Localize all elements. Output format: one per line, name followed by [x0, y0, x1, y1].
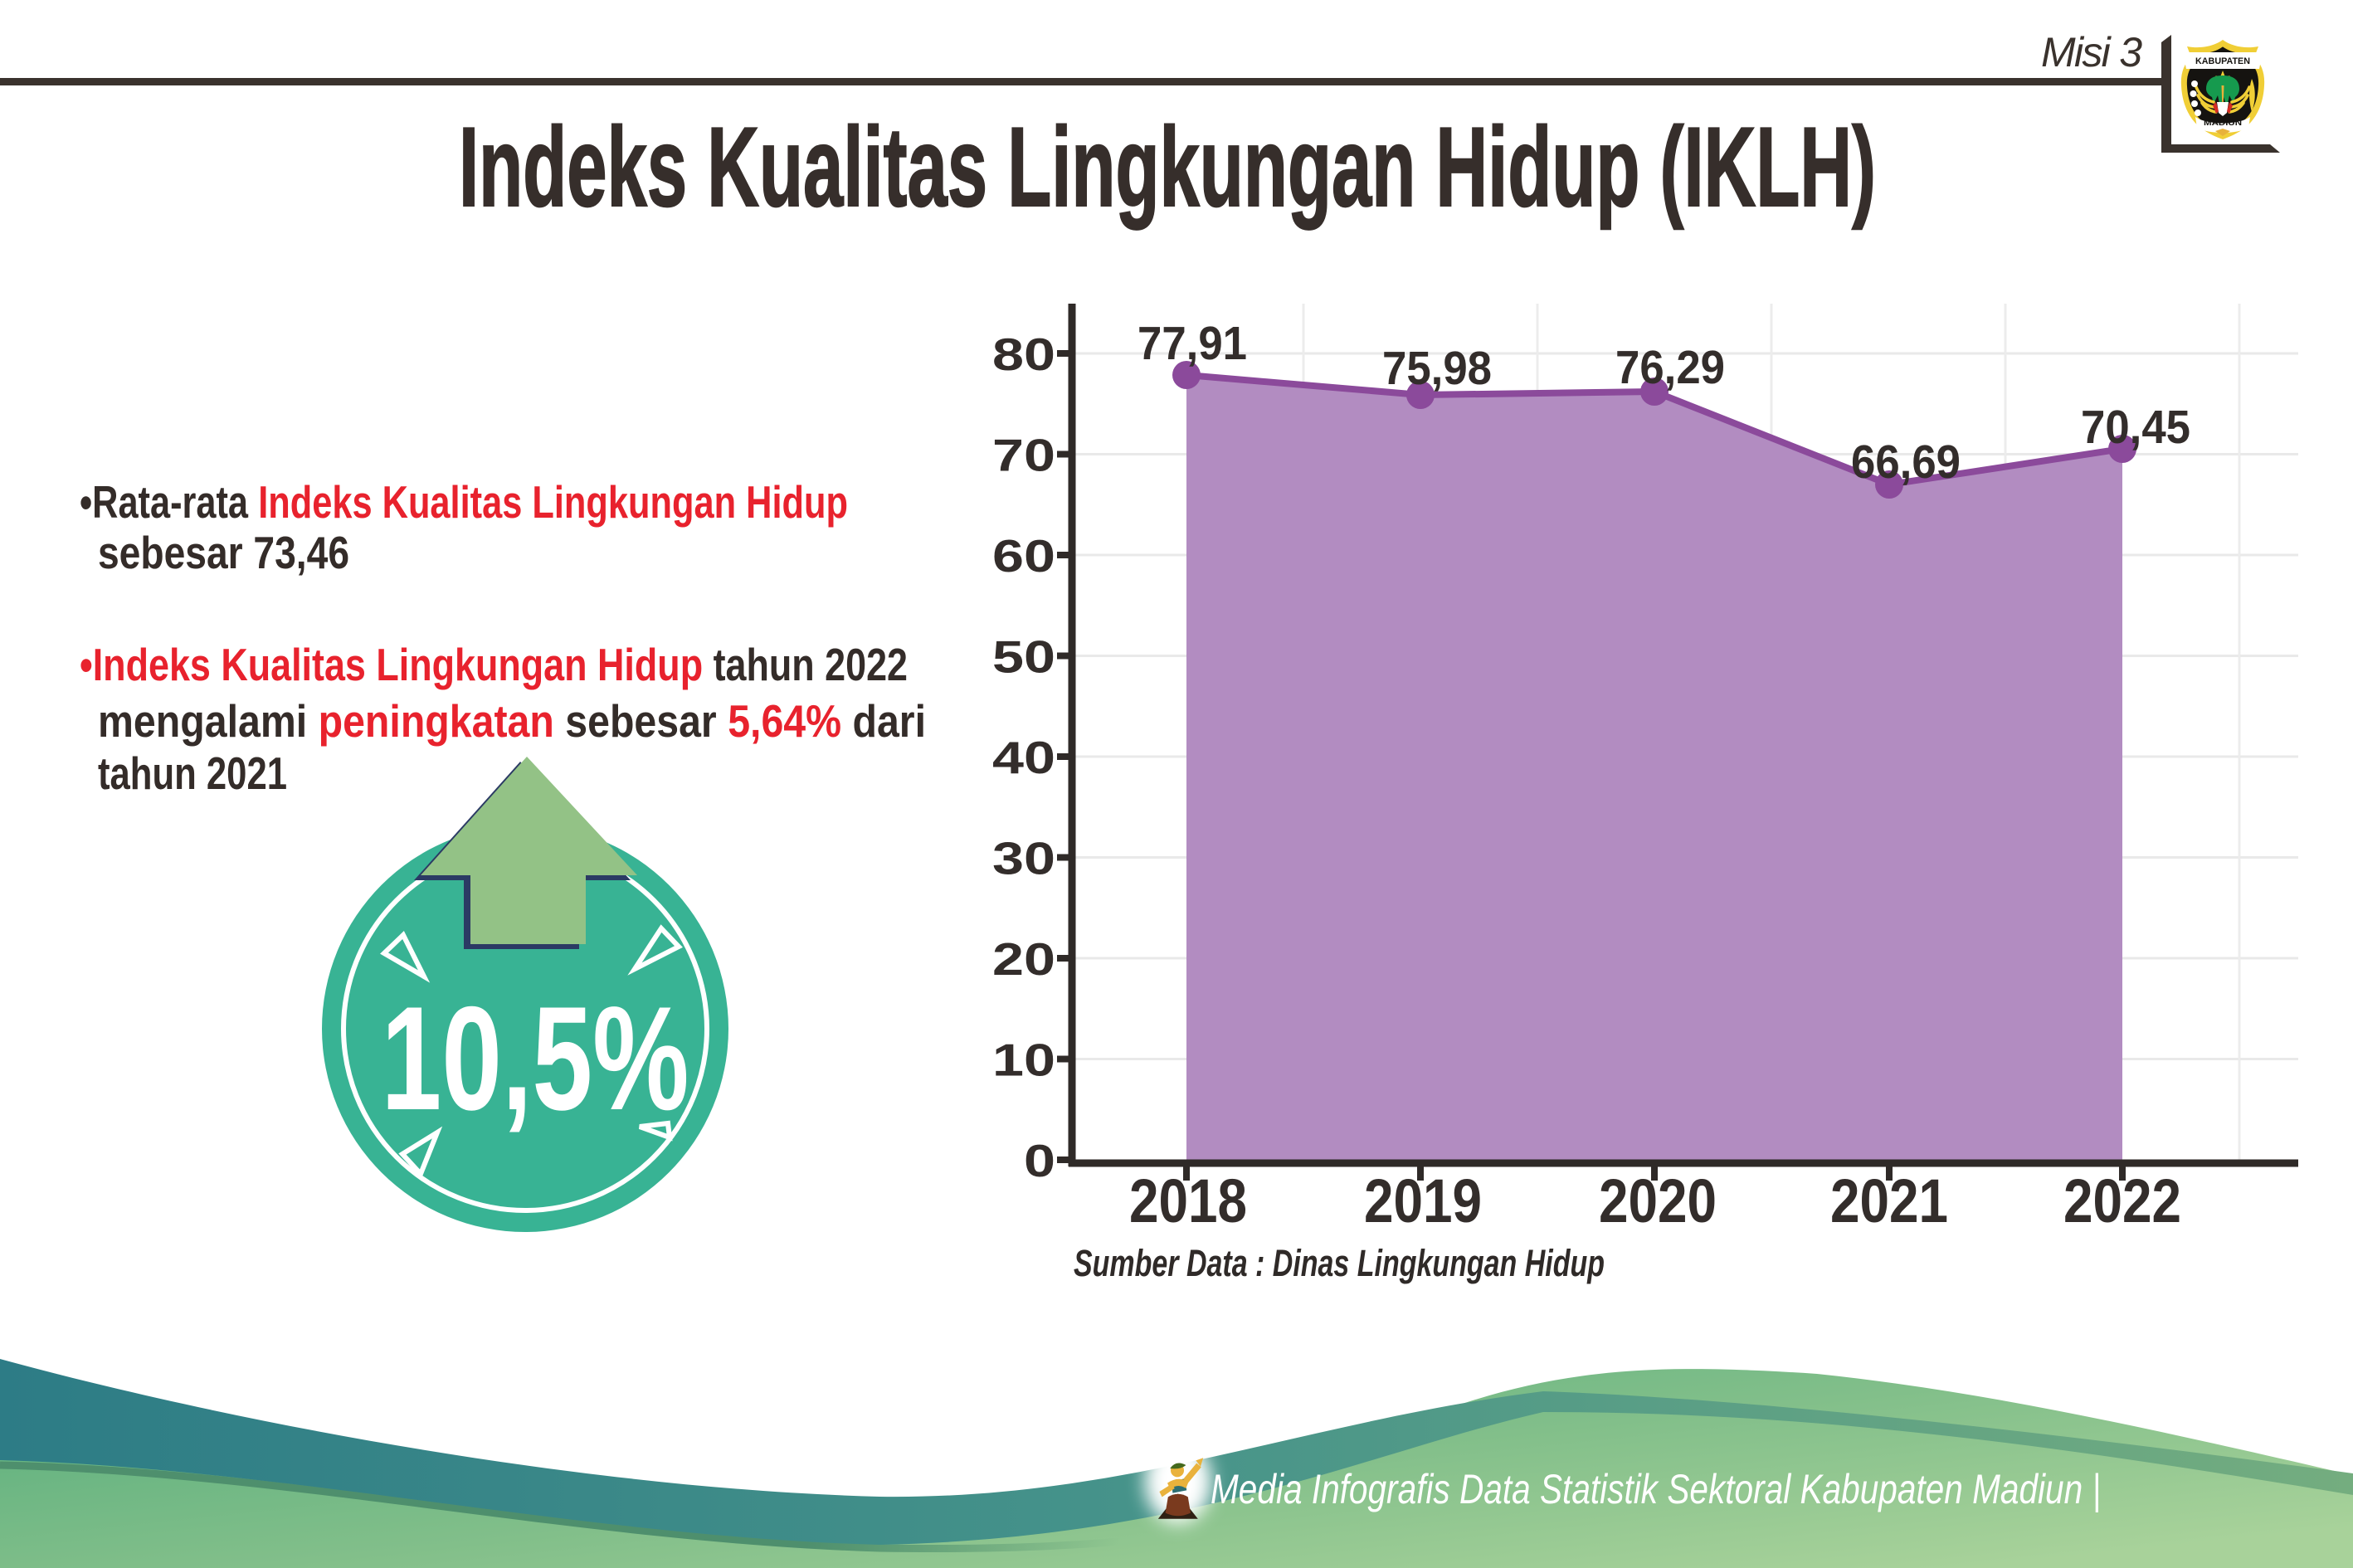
svg-text:tahun 2022: tahun 2022 — [714, 639, 908, 690]
svg-text:80: 80 — [992, 329, 1055, 380]
svg-text:70: 70 — [992, 430, 1055, 481]
svg-text:2019: 2019 — [1364, 1166, 1482, 1235]
svg-text:2018: 2018 — [1129, 1166, 1247, 1235]
svg-text:70,45: 70,45 — [2081, 401, 2190, 454]
svg-text:75,98: 75,98 — [1382, 342, 1492, 395]
svg-text:30: 30 — [992, 833, 1055, 884]
svg-text:•Indeks Kualitas Lingkungan Hi: •Indeks Kualitas Lingkungan Hidup — [80, 639, 703, 690]
svg-text:5,64%: 5,64% — [728, 695, 841, 747]
svg-text:20: 20 — [992, 933, 1055, 985]
svg-text:mengalami: mengalami — [98, 695, 307, 747]
svg-text:77,91: 77,91 — [1138, 317, 1247, 370]
svg-text:MADIUN: MADIUN — [2204, 119, 2242, 128]
svg-text:2020: 2020 — [1599, 1166, 1717, 1235]
svg-text:sebesar 73,46: sebesar 73,46 — [98, 527, 349, 578]
svg-text:Sumber Data : Dinas Lingkungan: Sumber Data : Dinas Lingkungan Hidup — [1074, 1242, 1605, 1284]
svg-text:Indeks Kualitas Lingkungan Hid: Indeks Kualitas Lingkungan Hidup — [258, 476, 848, 528]
svg-text:Media Infografis Data Statisti: Media Infografis Data Statistik Sektoral… — [1211, 1466, 2101, 1513]
svg-text:0: 0 — [1024, 1135, 1055, 1186]
svg-text:10: 10 — [992, 1035, 1055, 1086]
svg-text:50: 50 — [992, 631, 1055, 683]
svg-text:•Rata-rata: •Rata-rata — [80, 476, 248, 528]
svg-text:sebesar: sebesar — [565, 695, 716, 747]
svg-text:Misi 3: Misi 3 — [2041, 29, 2142, 75]
svg-text:KABUPATEN: KABUPATEN — [2195, 56, 2250, 66]
svg-text:Indeks Kualitas Lingkungan Hid: Indeks Kualitas Lingkungan Hidup (IKLH) — [459, 104, 1876, 230]
svg-text:dari: dari — [853, 695, 927, 747]
svg-text:10,5%: 10,5% — [382, 976, 689, 1141]
svg-text:peningkatan: peningkatan — [319, 695, 554, 747]
svg-text:tahun 2021: tahun 2021 — [98, 747, 287, 799]
svg-text:2022: 2022 — [2063, 1166, 2181, 1235]
svg-text:60: 60 — [992, 530, 1055, 582]
svg-text:66,69: 66,69 — [1851, 436, 1961, 489]
svg-text:40: 40 — [992, 732, 1055, 783]
svg-text:2021: 2021 — [1830, 1166, 1948, 1235]
svg-text:76,29: 76,29 — [1615, 341, 1725, 394]
